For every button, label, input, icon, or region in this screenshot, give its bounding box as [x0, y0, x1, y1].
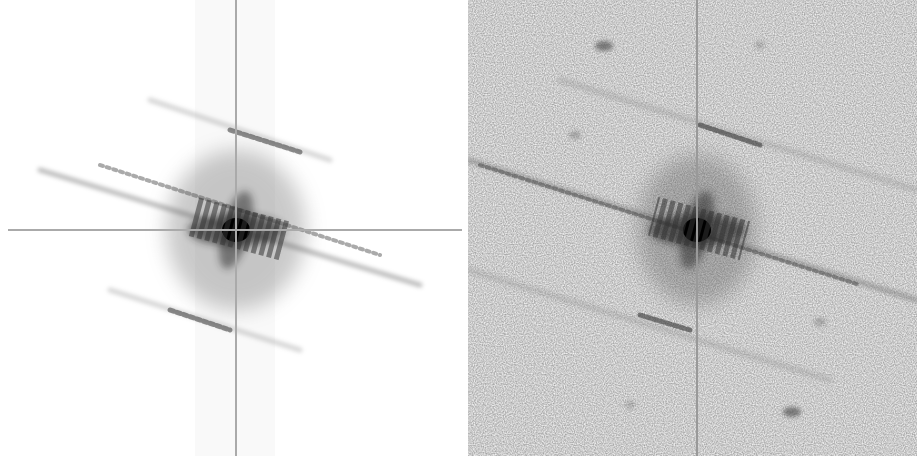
right-panel [468, 0, 917, 456]
fft-figure [0, 0, 917, 456]
page: (() => { const data = JSON.parse(documen… [0, 0, 917, 456]
left-panel [0, 0, 462, 456]
